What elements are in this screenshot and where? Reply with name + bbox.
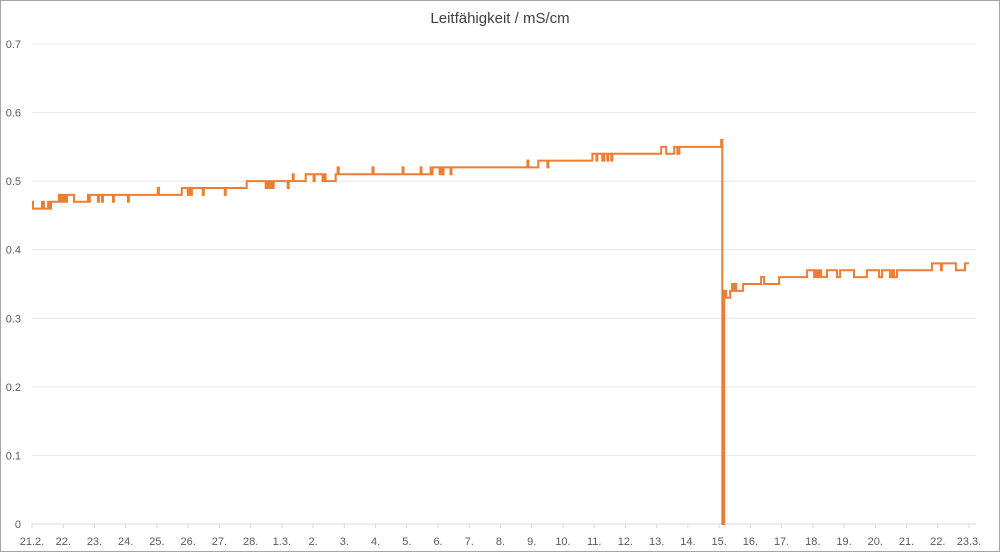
x-tick-label: 4. — [371, 536, 380, 548]
y-tick-label: 0.7 — [6, 39, 21, 51]
x-tick-label: 6. — [433, 536, 442, 548]
x-tick-label: 11. — [587, 536, 601, 548]
gridlines — [32, 43, 976, 525]
y-tick-label: 0.3 — [6, 313, 21, 325]
x-tick-label: 8. — [496, 536, 505, 548]
y-tick-label: 0.2 — [6, 382, 21, 394]
series-line — [32, 139, 969, 525]
x-tick-label: 25. — [149, 536, 164, 548]
x-axis-ticks: 21.2. 22. 23. 24. 25. 26. 27. 28. 1.3. 2. 3. 4. 5. 6.… — [20, 524, 981, 548]
x-tick-label: 13. — [649, 536, 664, 548]
x-tick-label: 21.2. — [20, 536, 44, 548]
y-tick-label: 0.6 — [6, 108, 21, 120]
x-tick-label: 15. — [711, 536, 726, 548]
x-tick-label: 10. — [555, 536, 570, 548]
chart-title: Leitfähigkeit / mS/cm — [430, 10, 569, 27]
x-tick-label: 21. — [899, 536, 914, 548]
x-tick-label: 2. — [309, 536, 318, 548]
x-tick-label: 19. — [836, 536, 851, 548]
y-axis-ticks: 0 0.1 0.2 0.3 0.4 0.5 0.6 0.7 — [6, 39, 21, 531]
x-tick-label: 14. — [680, 536, 695, 548]
x-tick-label: 23.3. — [957, 536, 981, 548]
x-tick-label: 3. — [340, 536, 349, 548]
series-group — [32, 139, 969, 525]
x-tick-label: 26. — [181, 536, 196, 548]
x-tick-label: 22. — [56, 536, 71, 548]
x-tick-label: 23. — [87, 536, 102, 548]
y-tick-label: 0.1 — [6, 450, 21, 462]
y-tick-label: 0.5 — [6, 176, 21, 188]
x-tick-label: 24. — [118, 536, 133, 548]
x-tick-label: 1.3. — [273, 536, 291, 548]
x-tick-label: 12. — [618, 536, 633, 548]
y-tick-label: 0.4 — [6, 245, 21, 257]
x-tick-label: 17. — [774, 536, 789, 548]
x-tick-label: 28. — [243, 536, 258, 548]
x-tick-label: 16. — [743, 536, 758, 548]
y-tick-label: 0 — [15, 519, 21, 531]
x-tick-label: 7. — [465, 536, 474, 548]
x-tick-label: 18. — [805, 536, 820, 548]
x-tick-label: 20. — [868, 536, 883, 548]
x-tick-label: 9. — [527, 536, 536, 548]
x-tick-label: 27. — [212, 536, 227, 548]
x-tick-label: 22. — [930, 536, 945, 548]
x-tick-label: 5. — [402, 536, 411, 548]
